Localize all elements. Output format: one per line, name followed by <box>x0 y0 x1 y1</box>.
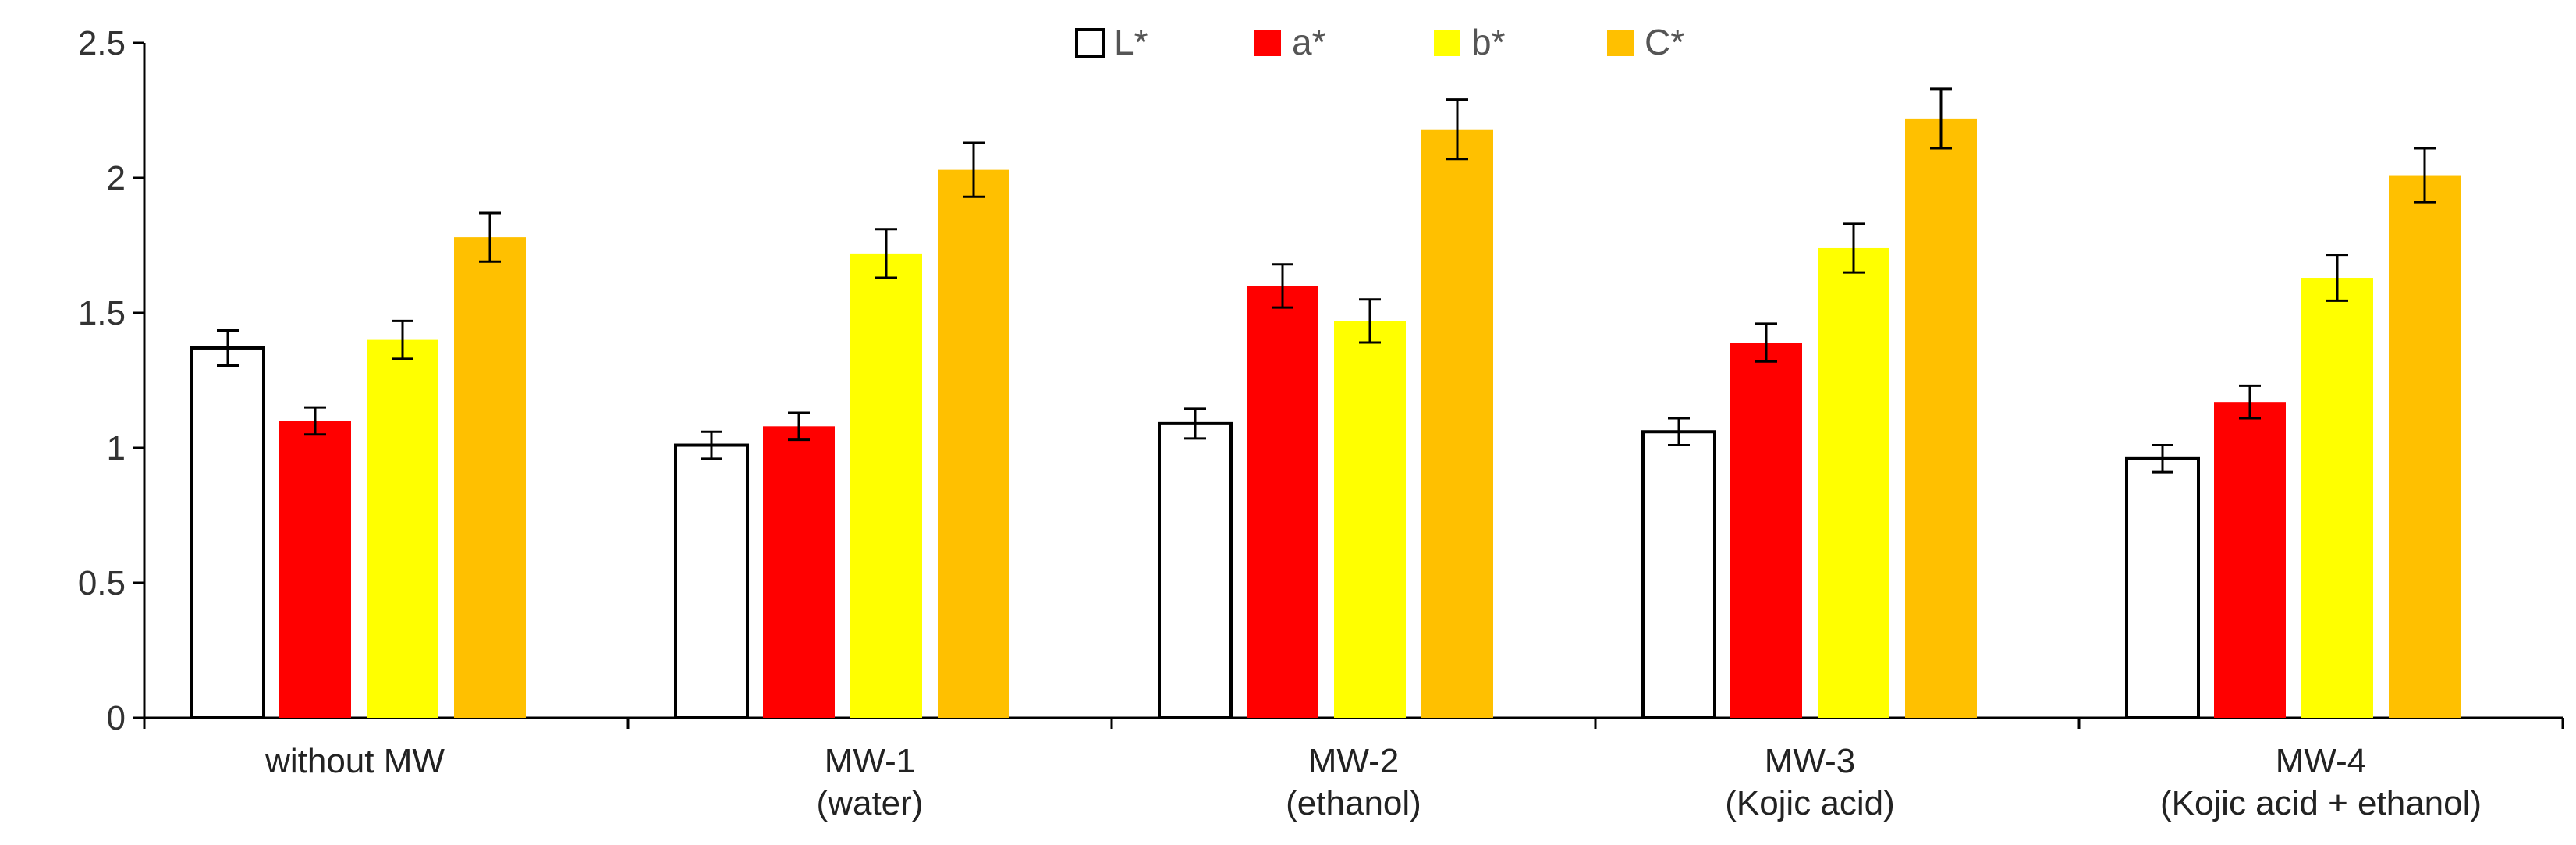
bar-astar <box>1730 343 1802 718</box>
error-bars <box>217 87 2436 474</box>
category-label: MW-3 <box>1765 742 1856 780</box>
axes: 0 0.5 1 1.5 2 2.5 without MW MW-1 (water) MW-2 (et… <box>78 24 2564 822</box>
bar-astar <box>763 426 835 718</box>
legend-label: a* <box>1292 22 1326 62</box>
bar-lstar <box>1158 421 1233 719</box>
legend: L* a* b* C* <box>1075 22 1684 62</box>
bar-astar <box>1247 286 1318 718</box>
category-label: (Kojic acid) <box>1725 784 1895 822</box>
legend-swatch <box>1607 30 1634 56</box>
category-label: MW-4 <box>2276 742 2367 780</box>
bar-lstar <box>1641 430 1716 719</box>
legend-swatch <box>1254 30 1281 56</box>
bar-bstar <box>1818 247 1889 719</box>
bar-cstar <box>454 237 526 718</box>
bars <box>190 118 2461 720</box>
y-tick-label: 1 <box>107 429 126 467</box>
bar-bstar <box>367 339 438 718</box>
y-tick-label: 1.5 <box>78 294 126 332</box>
bar-astar <box>279 421 351 718</box>
legend-swatch <box>1434 30 1460 56</box>
bar-bstar <box>1334 321 1406 718</box>
y-tick-label: 2 <box>107 159 126 197</box>
bar-bstar <box>2301 278 2373 718</box>
legend-label: C* <box>1645 22 1684 62</box>
legend-label: b* <box>1471 22 1506 62</box>
bar-cstar <box>1421 129 1493 719</box>
bar-lstar <box>674 443 749 719</box>
category-label: MW-2 <box>1308 742 1400 780</box>
bar-cstar <box>1905 118 1977 718</box>
y-tick-label: 0 <box>107 699 126 737</box>
bar-lstar <box>2125 456 2200 720</box>
y-tick-label: 2.5 <box>78 24 126 62</box>
bar-bstar <box>850 253 922 718</box>
bar-astar <box>2214 402 2286 718</box>
y-tick-label: 0.5 <box>78 564 126 602</box>
bar-lstar <box>190 346 265 719</box>
bar-cstar <box>938 169 1009 718</box>
category-label: (Kojic acid + ethanol) <box>2160 784 2482 822</box>
category-label: MW-1 <box>825 742 916 780</box>
category-label: (water) <box>817 784 924 822</box>
category-label: (ethanol) <box>1286 784 1421 822</box>
legend-swatch <box>1075 28 1105 58</box>
category-label: without MW <box>264 742 445 780</box>
legend-label: L* <box>1114 22 1148 62</box>
bar-cstar <box>2389 175 2461 719</box>
